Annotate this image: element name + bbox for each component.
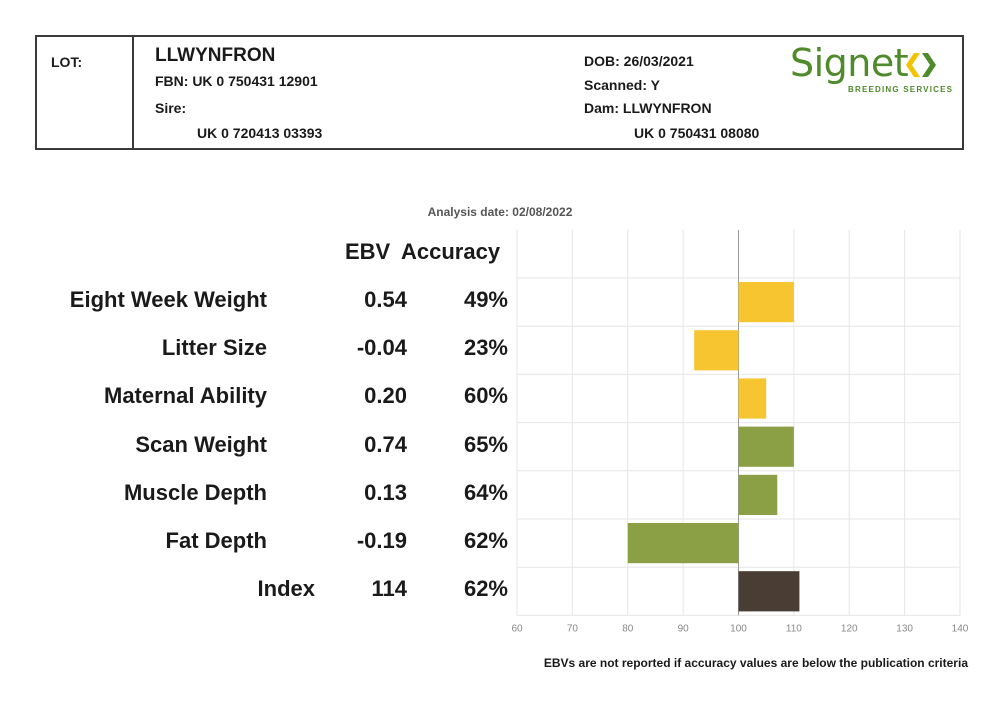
bar-scan-weight [738, 426, 794, 467]
trait-label: Fat Depth [165, 528, 267, 553]
trait-accuracy-value: 23% [463, 335, 508, 361]
bar-index [738, 571, 800, 612]
header-divider [132, 37, 134, 148]
x-tick-label: 80 [622, 623, 634, 634]
trait-label: Muscle Depth [123, 479, 267, 505]
fbn-id: FBN: UK 0 750431 12901 [155, 73, 318, 89]
sire-id: UK 0 720413 03393 [197, 125, 323, 141]
trait-ebv-value: 114 [371, 576, 408, 602]
x-tick-label: 70 [567, 623, 579, 634]
trait-ebv-value: -0.19 [356, 528, 407, 553]
x-tick-label: 100 [730, 623, 747, 634]
x-tick-label: 110 [786, 623, 802, 634]
trait-accuracy-value: 65% [463, 431, 508, 457]
trait-ebv-value: 0.74 [364, 431, 407, 457]
logo-subtitle: BREEDING SERVICES [848, 85, 954, 94]
analysis-date: Analysis date: 02/08/2022 [427, 205, 573, 219]
trait-ebv-value: 0.13 [364, 479, 407, 505]
trait-label: Eight Week Weight [69, 287, 267, 312]
x-tick-label: 130 [896, 623, 913, 634]
trait-label: Scan Weight [135, 431, 267, 457]
sire-label: Sire: [155, 100, 187, 116]
bar-maternal-ability [738, 378, 767, 419]
footnote: EBVs are not reported if accuracy values… [543, 656, 968, 670]
logo-wordmark: Signet [790, 41, 909, 85]
x-tick-label: 120 [841, 623, 858, 634]
column-header-accuracy: Accuracy [401, 239, 501, 264]
bar-litter-size [694, 330, 739, 371]
trait-ebv-value: 0.54 [364, 287, 407, 312]
scanned-status: Scanned: Y [584, 77, 660, 93]
trait-accuracy-value: 62% [463, 576, 508, 602]
trait-label: Litter Size [161, 335, 267, 361]
trait-accuracy-value: 49% [463, 287, 508, 312]
column-header-ebv: EBV [345, 239, 391, 264]
trait-accuracy-value: 64% [463, 479, 508, 505]
bar-eight-week-weight [738, 282, 794, 323]
date-of-birth: DOB: 26/03/2021 [584, 53, 694, 69]
trait-accuracy-value: 62% [463, 528, 508, 553]
logo-chevron-icon [906, 53, 936, 77]
x-tick-label: 90 [678, 623, 690, 634]
trait-ebv-value: -0.04 [356, 335, 407, 361]
bar-fat-depth [627, 523, 739, 564]
lot-label: LOT: [51, 54, 83, 70]
trait-label: Index [257, 576, 315, 602]
signet-logo: Signet BREEDING SERVICES [790, 41, 954, 101]
dam-name: Dam: LLWYNFRON [584, 100, 712, 116]
x-tick-label: 60 [511, 623, 523, 634]
trait-ebv-value: 0.20 [364, 383, 407, 409]
bar-muscle-depth [738, 474, 778, 515]
x-tick-label: 140 [952, 623, 969, 634]
dam-id: UK 0 750431 08080 [634, 125, 760, 141]
trait-label: Maternal Ability [104, 383, 267, 409]
animal-header: LOT: LLWYNFRON FBN: UK 0 750431 12901 Si… [35, 35, 964, 150]
trait-accuracy-value: 60% [463, 383, 508, 409]
animal-name: LLWYNFRON [155, 45, 276, 66]
